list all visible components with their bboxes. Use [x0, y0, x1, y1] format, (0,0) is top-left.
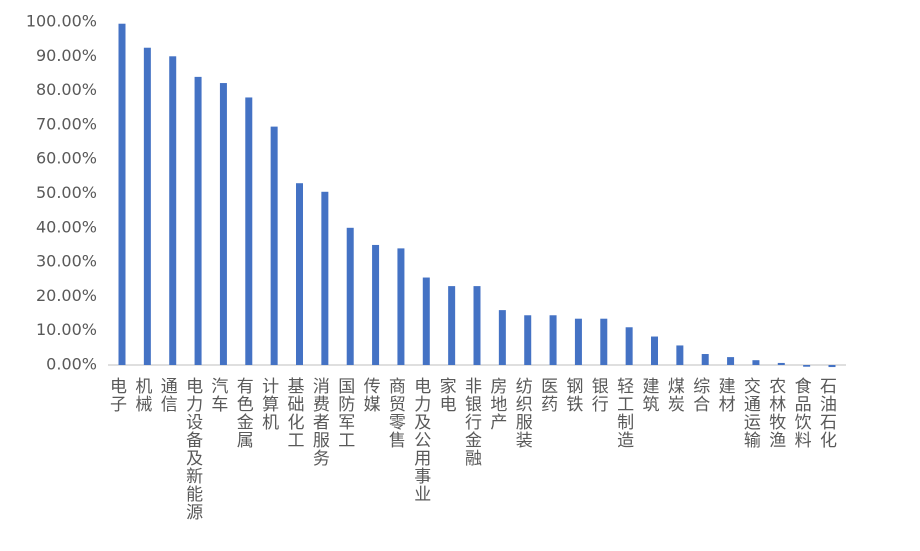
y-tick-label: 60.00% — [36, 149, 97, 168]
bar — [600, 318, 608, 365]
x-tick-label: 农林牧渔 — [765, 377, 786, 449]
bar — [296, 183, 303, 365]
bar — [143, 47, 151, 365]
y-tick-label: 0.00% — [46, 355, 97, 374]
x-tick-label: 商贸零售 — [385, 377, 406, 449]
bar — [676, 345, 684, 365]
y-tick-label: 50.00% — [36, 183, 97, 202]
x-tick-label: 银行 — [588, 377, 609, 413]
bar — [194, 76, 202, 365]
x-tick-label: 有色金属 — [233, 377, 254, 449]
x-tick-label: 电子 — [106, 377, 127, 413]
x-tick-label: 传媒 — [360, 377, 381, 413]
x-tick-label: 医药 — [537, 377, 558, 413]
x-tick-label: 家电 — [436, 377, 456, 413]
bar — [727, 357, 735, 365]
x-tick-label: 纺织服装 — [512, 377, 533, 449]
x-tick-label: 食品饮料 — [791, 377, 812, 449]
x-tick-label: 建筑 — [639, 377, 660, 413]
x-tick-label: 建材 — [715, 377, 736, 413]
x-tick-label: 基础化工 — [284, 377, 305, 449]
x-tick-label: 交通运输 — [740, 377, 761, 449]
bar — [549, 315, 557, 365]
bar — [574, 318, 582, 365]
x-tick-label: 计算机 — [258, 377, 279, 431]
bar — [625, 327, 633, 365]
y-tick-label: 10.00% — [36, 320, 97, 339]
bar — [828, 365, 836, 368]
bar — [777, 362, 785, 365]
bar — [321, 191, 329, 365]
y-tick-label: 70.00% — [36, 114, 97, 133]
bar — [473, 286, 481, 365]
bar — [422, 277, 430, 365]
x-tick-label: 机械 — [131, 377, 152, 413]
x-tick-label: 汽车 — [207, 377, 228, 413]
bar — [245, 97, 253, 366]
y-tick-label: 90.00% — [36, 46, 97, 65]
bar — [524, 315, 532, 365]
x-tick-label: 电力设备及新能源 — [182, 377, 203, 521]
bar — [372, 244, 380, 365]
x-tick-label: 通信 — [157, 377, 178, 413]
bar — [169, 56, 177, 366]
x-tick-label: 消费者服务 — [309, 377, 330, 467]
bar — [498, 310, 506, 365]
bar — [397, 248, 405, 365]
x-tick-label: 非银行金融 — [461, 377, 482, 467]
x-tick-label: 电力及公用事业 — [410, 377, 431, 503]
bar — [752, 360, 760, 365]
bar — [219, 83, 227, 365]
bar — [270, 126, 278, 366]
bar — [118, 23, 126, 366]
y-tick-label: 80.00% — [36, 80, 97, 99]
y-tick-label: 100.00% — [26, 12, 97, 31]
bar — [448, 286, 456, 365]
x-tick-label: 国防军工 — [334, 377, 355, 449]
bar — [651, 336, 658, 365]
x-tick-label: 综合 — [689, 377, 710, 413]
bar — [346, 227, 354, 365]
x-tick-label: 石油石化 — [816, 377, 837, 449]
x-tick-label: 房地产 — [486, 377, 507, 431]
y-tick-label: 30.00% — [36, 252, 97, 271]
bar — [803, 365, 811, 367]
bar — [701, 354, 709, 365]
x-tick-label: 轻工制造 — [613, 377, 634, 449]
y-tick-label: 20.00% — [36, 286, 97, 305]
x-tick-label: 煤炭 — [664, 377, 685, 413]
x-tick-label: 钢铁 — [562, 377, 583, 413]
y-tick-label: 40.00% — [36, 217, 97, 236]
